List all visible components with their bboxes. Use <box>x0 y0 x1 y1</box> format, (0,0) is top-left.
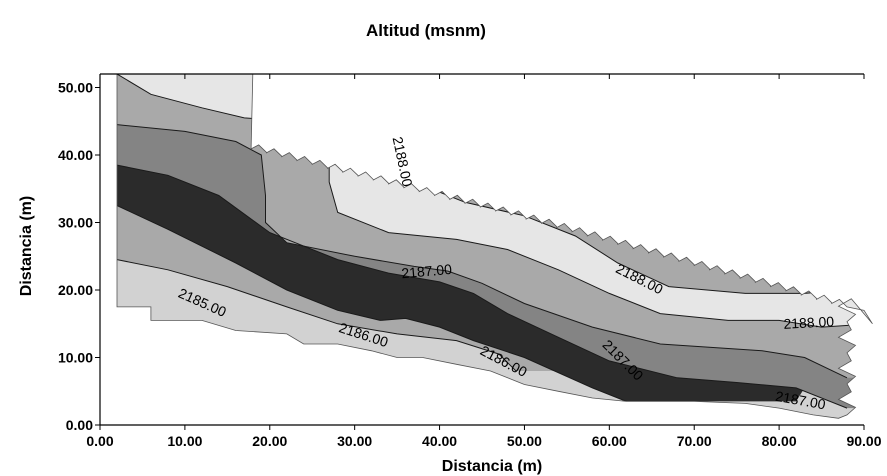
plot-area: 2185.002186.002186.002187.002187.002187.… <box>99 73 873 426</box>
y-tick-label: 0.00 <box>66 417 93 433</box>
contour-label: 2187.00 <box>401 261 453 281</box>
contour-label: 2188.00 <box>390 135 416 188</box>
y-tick-label: 20.00 <box>58 282 93 298</box>
x-tick-label: 40.00 <box>422 433 457 449</box>
contour-line <box>117 164 848 409</box>
contour-line <box>117 259 517 372</box>
domain-outline <box>116 73 873 419</box>
x-axis-title: Distancia (m) <box>442 458 542 475</box>
contour-line <box>117 205 627 402</box>
x-tick-label: 70.00 <box>677 433 712 449</box>
x-tick-label: 60.00 <box>592 433 627 449</box>
chart-title: Altitud (msnm) <box>366 21 486 40</box>
axis-ticks: 0.00 10.00 20.00 30.00 40.00 50.00 60.00 70.00 8… <box>58 74 882 449</box>
x-tick-label: 90.00 <box>846 433 881 449</box>
x-tick-label: 20.00 <box>252 433 287 449</box>
contour-line <box>117 74 873 328</box>
x-tick-label: 0.00 <box>86 433 113 449</box>
x-tick-label: 80.00 <box>762 433 797 449</box>
contour-label: 2188.00 <box>783 313 835 332</box>
x-tick-label: 30.00 <box>337 433 372 449</box>
x-tick-label: 10.00 <box>167 433 202 449</box>
y-tick-label: 50.00 <box>58 80 93 96</box>
y-tick-label: 40.00 <box>58 147 93 163</box>
y-tick-label: 10.00 <box>58 350 93 366</box>
y-tick-label: 30.00 <box>58 215 93 231</box>
x-tick-label: 50.00 <box>507 433 542 449</box>
contour-bands <box>117 74 873 419</box>
contour-line <box>117 124 848 379</box>
y-axis-title: Distancia (m) <box>18 196 35 296</box>
